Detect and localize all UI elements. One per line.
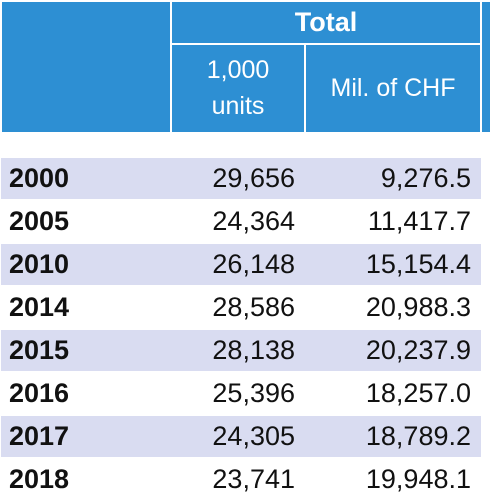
row-value: 20,988.3 <box>305 286 481 330</box>
header-units-line2: units <box>211 92 265 121</box>
row-year: 2010 <box>1 243 171 287</box>
row-value: 20,237.9 <box>305 329 481 373</box>
row-value: 18,257.0 <box>305 372 481 416</box>
row-units: 24,364 <box>171 200 305 244</box>
row-edge <box>481 200 490 244</box>
row-edge <box>481 243 490 287</box>
table-row: 2016 25,396 18,257.0 <box>1 372 490 416</box>
row-units: 23,741 <box>171 458 305 502</box>
header-edge-cell <box>480 0 490 134</box>
row-edge <box>481 329 490 373</box>
row-year: 2000 <box>1 158 171 201</box>
row-value: 15,154.4 <box>305 243 481 287</box>
table-row: 2005 24,364 11,417.7 <box>1 200 490 244</box>
header-total: Total <box>170 0 482 45</box>
row-edge <box>481 158 490 201</box>
row-year: 2018 <box>1 458 171 502</box>
row-edge <box>481 372 490 416</box>
row-year: 2005 <box>1 200 171 244</box>
header-units-line1: 1,000 <box>206 56 270 85</box>
header-corner-cell <box>0 0 172 134</box>
row-units: 26,148 <box>171 243 305 287</box>
spacer-row <box>1 133 490 158</box>
table-row: 2015 28,138 20,237.9 <box>1 329 490 373</box>
table-row: 2018 23,741 19,948.1 <box>1 458 490 502</box>
row-year: 2016 <box>1 372 171 416</box>
table-header: Total 1,000 units Mil. of CHF <box>0 0 490 135</box>
row-edge <box>481 415 490 459</box>
table-row: 2017 24,305 18,789.2 <box>1 415 490 459</box>
table-row: 2010 26,148 15,154.4 <box>1 243 490 287</box>
table-body: 2000 29,656 9,276.5 2005 24,364 11,417.7 2010 2… <box>1 158 490 502</box>
header-units: 1,000 units <box>170 42 306 135</box>
row-value: 11,417.7 <box>305 200 481 244</box>
row-units: 29,656 <box>171 158 305 201</box>
row-value: 19,948.1 <box>305 458 481 502</box>
row-year: 2017 <box>1 415 171 459</box>
row-year: 2015 <box>1 329 171 373</box>
table-row: 2014 28,586 20,988.3 <box>1 286 490 330</box>
table-row: 2000 29,656 9,276.5 <box>1 158 490 201</box>
row-value: 18,789.2 <box>305 415 481 459</box>
row-units: 28,586 <box>171 286 305 330</box>
row-units: 24,305 <box>171 415 305 459</box>
row-edge <box>481 458 490 502</box>
row-edge <box>481 286 490 330</box>
row-units: 25,396 <box>171 372 305 416</box>
row-value: 9,276.5 <box>305 158 481 201</box>
row-units: 28,138 <box>171 329 305 373</box>
row-year: 2014 <box>1 286 171 330</box>
header-value: Mil. of CHF <box>304 42 482 135</box>
